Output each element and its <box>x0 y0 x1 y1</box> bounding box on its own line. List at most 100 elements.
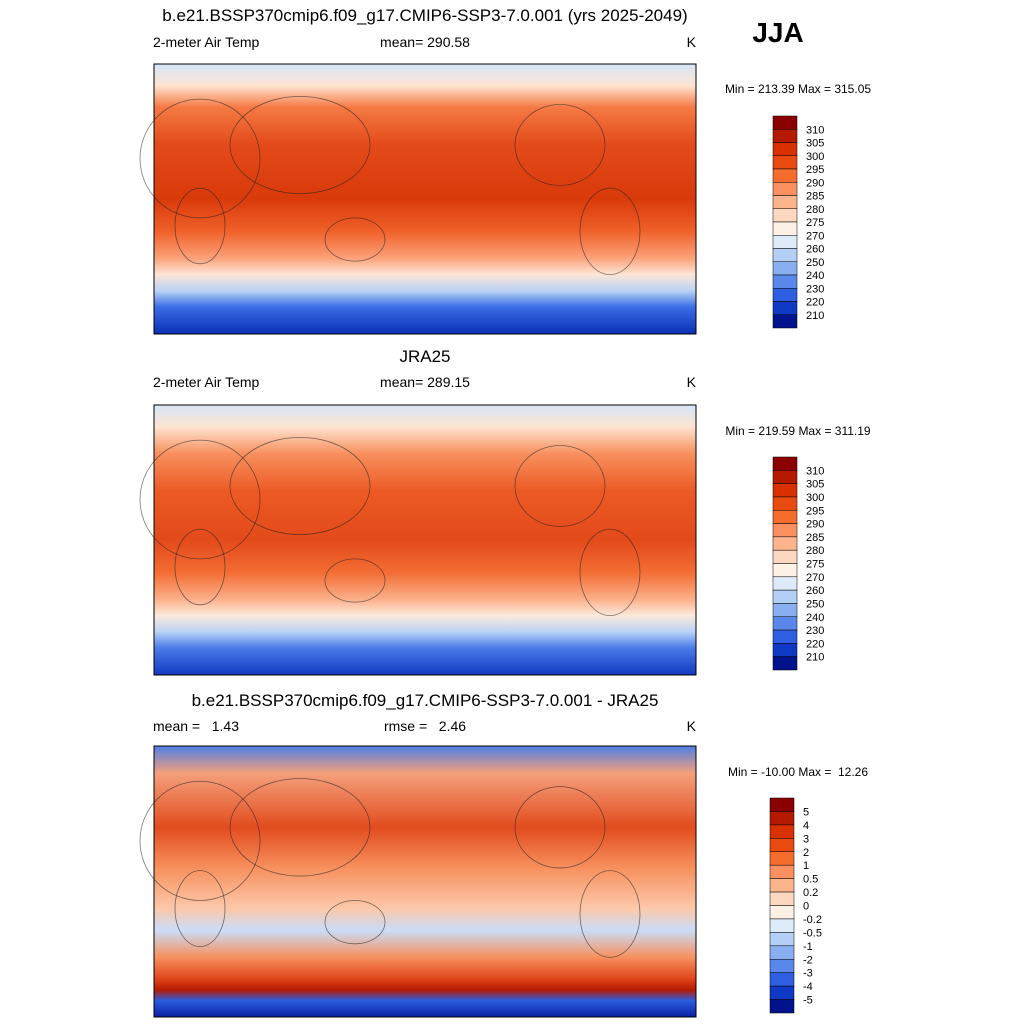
colorbar-label: 305 <box>806 138 824 150</box>
colorbar-label: 0 <box>803 901 809 913</box>
colorbar-label: 285 <box>806 191 824 203</box>
colorbar-box <box>769 985 795 1000</box>
colorbar-box <box>772 456 798 471</box>
colorbar-box <box>772 274 798 289</box>
left-label: mean = 1.43 <box>153 718 239 734</box>
continent-outline <box>174 870 226 947</box>
center-label: mean= 289.15 <box>380 374 470 390</box>
continent-outline <box>229 778 371 877</box>
colorbar-label: 290 <box>806 177 824 189</box>
colorbar-label: 220 <box>806 638 824 650</box>
colorbar-box <box>772 496 798 511</box>
colorbar-box <box>769 864 795 879</box>
colorbar-box <box>772 115 798 130</box>
colorbar-label: 280 <box>806 204 824 216</box>
colorbar-label: 5 <box>803 806 809 818</box>
min-max-label: Min = -10.00 Max = 12.26 <box>728 765 868 779</box>
left-label: 2-meter Air Temp <box>153 374 260 390</box>
colorbar-label: 250 <box>806 598 824 610</box>
colorbar-box <box>772 616 798 631</box>
colorbar-label: 240 <box>806 612 824 624</box>
continent-outline <box>324 558 386 603</box>
colorbar-box <box>769 932 795 947</box>
colorbar-box <box>772 549 798 564</box>
colorbar-label: 210 <box>806 652 824 664</box>
colorbar-box <box>772 536 798 551</box>
continent-outline <box>514 104 606 186</box>
panel-title: JRA25 <box>399 347 450 366</box>
colorbar-label: 250 <box>806 257 824 269</box>
units-label: K <box>687 718 697 734</box>
min-max-label: Min = 213.39 Max = 315.05 <box>725 82 871 96</box>
colorbar-box <box>772 510 798 524</box>
colorbar-label: 230 <box>806 283 824 295</box>
colorbar-box <box>772 168 798 183</box>
colorbar-box <box>769 945 795 960</box>
colorbar-box <box>769 972 795 987</box>
continent-outline <box>229 96 371 194</box>
colorbar-box <box>769 838 795 852</box>
colorbar-box <box>772 208 798 223</box>
colorbar-box <box>772 235 798 249</box>
colorbar-box <box>772 248 798 262</box>
colorbar-label: -0.2 <box>803 914 822 926</box>
colorbar-label: -2 <box>803 954 813 966</box>
continent-outline <box>579 187 641 275</box>
colorbar-box <box>772 314 798 329</box>
center-label: mean= 290.58 <box>380 34 470 50</box>
colorbar-label: 280 <box>806 545 824 557</box>
map-field <box>153 745 697 1018</box>
colorbar-label: 220 <box>806 297 824 309</box>
colorbar-box <box>772 589 798 604</box>
colorbar-box <box>772 483 798 498</box>
map-field <box>153 63 697 335</box>
continent-outline <box>174 187 226 265</box>
colorbar-box <box>772 576 798 591</box>
units-label: K <box>687 374 697 390</box>
colorbar-box <box>772 142 798 156</box>
colorbar-label: -3 <box>803 968 813 980</box>
left-label: 2-meter Air Temp <box>153 34 260 50</box>
colorbar-label: -0.5 <box>803 927 822 939</box>
colorbar-box <box>772 221 798 236</box>
colorbar-label: 285 <box>806 532 824 544</box>
colorbar-label: 290 <box>806 519 824 531</box>
colorbar-box <box>769 891 795 906</box>
colorbar-label: 270 <box>806 572 824 584</box>
colorbar-label: 4 <box>803 820 809 832</box>
colorbar-box <box>769 824 795 839</box>
continent-outline <box>579 528 641 617</box>
colorbar-label: 210 <box>806 310 824 322</box>
colorbar-label: 295 <box>806 164 824 176</box>
colorbar-box <box>769 811 795 826</box>
continent-outline <box>174 528 226 606</box>
colorbar-label: 1 <box>803 860 809 872</box>
colorbar-label: 305 <box>806 479 824 491</box>
colorbar-box <box>772 523 798 538</box>
colorbar-box <box>769 959 795 973</box>
colorbar-box <box>772 182 798 196</box>
continent-outline <box>324 900 386 945</box>
colorbar-label: 310 <box>806 124 824 136</box>
colorbar-label: -1 <box>803 941 813 953</box>
colorbar-box <box>772 629 798 644</box>
colorbar-box <box>772 155 798 170</box>
colorbar-box <box>769 851 795 866</box>
colorbar-label: 275 <box>806 559 824 571</box>
colorbar-label: 260 <box>806 244 824 256</box>
colorbar-box <box>772 288 798 302</box>
panel-title: b.e21.BSSP370cmip6.f09_g17.CMIP6-SSP3-7.… <box>162 6 687 25</box>
colorbar-label: 275 <box>806 217 824 229</box>
colorbar-box <box>772 643 798 657</box>
colorbar-box <box>772 603 798 617</box>
colorbar-label: 2 <box>803 847 809 859</box>
season-label: JJA <box>752 17 803 48</box>
colorbar-label: 0.5 <box>803 874 818 886</box>
colorbar-label: -4 <box>803 981 813 993</box>
colorbar-label: 295 <box>806 505 824 517</box>
colorbar-box <box>772 470 798 484</box>
map-field <box>153 404 697 676</box>
center-label: rmse = 2.46 <box>384 718 466 734</box>
continent-outline <box>139 98 261 219</box>
